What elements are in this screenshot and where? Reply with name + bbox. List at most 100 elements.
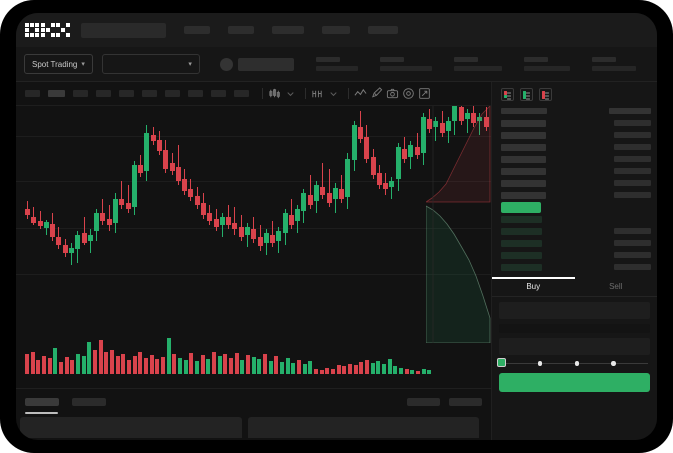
slider-step-50[interactable] bbox=[574, 361, 579, 366]
order-amount-slider[interactable] bbox=[492, 355, 657, 367]
volume-bar bbox=[410, 370, 415, 374]
timeframe-chip-9[interactable] bbox=[234, 90, 249, 97]
toolbar-divider bbox=[262, 88, 263, 99]
candle-body bbox=[62, 245, 68, 253]
volume-bar bbox=[331, 369, 335, 374]
candle-body bbox=[144, 133, 150, 171]
timeframe-chip-1[interactable] bbox=[48, 90, 65, 97]
volume-bar bbox=[70, 360, 75, 374]
candle-wick bbox=[121, 181, 123, 209]
timeframe-chip-2[interactable] bbox=[73, 90, 88, 97]
slider-step-75[interactable] bbox=[611, 361, 616, 366]
orderbook-ask-row[interactable] bbox=[492, 141, 657, 153]
search-input[interactable] bbox=[81, 22, 166, 38]
timeframe-chip-8[interactable] bbox=[211, 90, 226, 97]
volume-bar bbox=[416, 371, 420, 374]
volume-bar bbox=[161, 357, 165, 374]
candle-body bbox=[332, 188, 338, 199]
okx-logo[interactable] bbox=[25, 23, 70, 37]
order-total-input[interactable] bbox=[499, 338, 650, 355]
order-amount-input[interactable] bbox=[499, 324, 650, 333]
slider-track[interactable] bbox=[497, 358, 648, 367]
orderbook-amount-bar bbox=[501, 215, 542, 223]
volume-bar bbox=[217, 356, 222, 374]
timeframe-chip-4[interactable] bbox=[119, 90, 134, 97]
candle-body bbox=[200, 203, 206, 215]
nav-markets[interactable] bbox=[228, 26, 254, 34]
timeframe-selector bbox=[25, 90, 257, 97]
orderbook-ask-row[interactable] bbox=[492, 177, 657, 189]
candle-body bbox=[94, 213, 100, 231]
orders-action-1[interactable] bbox=[449, 398, 482, 406]
candle-body bbox=[295, 209, 301, 221]
orderbook-ask-row[interactable] bbox=[492, 165, 657, 177]
slider-step-25[interactable] bbox=[537, 361, 543, 366]
trading-pair-select[interactable]: ▾ bbox=[101, 54, 200, 74]
timeframe-chip-3[interactable] bbox=[96, 90, 111, 97]
orderbook-view-both-icon[interactable] bbox=[501, 88, 514, 101]
snapshot-camera-icon[interactable] bbox=[386, 87, 399, 100]
candle-body bbox=[483, 117, 489, 127]
orderbook-ask-row[interactable] bbox=[492, 117, 657, 129]
ticker-stat-label bbox=[379, 57, 404, 62]
indicators-icon[interactable] bbox=[311, 87, 324, 100]
nav-more[interactable] bbox=[368, 26, 398, 34]
volume-bar bbox=[178, 358, 182, 374]
volume-bar bbox=[240, 360, 245, 374]
nav-trade[interactable] bbox=[272, 26, 304, 34]
orders-action-0[interactable] bbox=[407, 398, 440, 406]
order-price-input[interactable] bbox=[499, 302, 650, 319]
timeframe-chip-7[interactable] bbox=[188, 90, 203, 97]
volume-bar bbox=[427, 370, 432, 374]
fullscreen-icon[interactable] bbox=[418, 87, 431, 100]
indicators-chevron-icon[interactable] bbox=[327, 87, 340, 100]
spot-trading-dropdown[interactable]: Spot Trading ▾ bbox=[24, 54, 93, 74]
volume-bar bbox=[138, 352, 143, 374]
drawing-tools-icon[interactable] bbox=[370, 87, 383, 100]
tab-sell[interactable]: Sell bbox=[609, 282, 623, 291]
orderbook-bid-row[interactable] bbox=[492, 261, 657, 273]
candle-wick bbox=[102, 199, 104, 225]
volume-bar bbox=[348, 364, 352, 374]
slider-handle[interactable] bbox=[497, 358, 506, 367]
chart-settings-gear-icon[interactable] bbox=[402, 87, 415, 100]
orderbook-bid-row[interactable] bbox=[492, 225, 657, 237]
tab-buy[interactable]: Buy bbox=[492, 277, 575, 296]
timeframe-chip-6[interactable] bbox=[165, 90, 180, 97]
candlestick-chart[interactable] bbox=[16, 106, 491, 306]
volume-bar bbox=[59, 362, 63, 374]
candle-wick bbox=[33, 207, 35, 225]
timeframe-chip-0[interactable] bbox=[25, 90, 40, 97]
nav-earn[interactable] bbox=[322, 26, 350, 34]
gridline-0 bbox=[16, 136, 491, 137]
orderbook-amount-bar bbox=[501, 119, 546, 127]
orderbook-bid-row[interactable] bbox=[492, 249, 657, 261]
orderbook-view-asks-icon[interactable] bbox=[539, 88, 552, 101]
chart-type-chevron-icon[interactable] bbox=[284, 87, 297, 100]
orders-tab-0[interactable] bbox=[25, 398, 59, 414]
orderbook-ask-row[interactable] bbox=[492, 153, 657, 165]
orderbook-last-price-row[interactable] bbox=[492, 201, 657, 213]
orderbook-bid-row[interactable] bbox=[492, 213, 657, 225]
candle-body bbox=[156, 140, 162, 151]
positions-panel[interactable] bbox=[248, 417, 479, 438]
orders-tab-1[interactable] bbox=[72, 398, 106, 406]
order-history-panel[interactable] bbox=[20, 417, 242, 438]
line-chart-icon[interactable] bbox=[354, 87, 367, 100]
orderbook-ask-row[interactable] bbox=[492, 129, 657, 141]
orderbook-amount-bar bbox=[501, 155, 546, 163]
volume-bar bbox=[81, 356, 86, 374]
ticker-stat bbox=[315, 57, 358, 71]
candle-body bbox=[307, 195, 313, 205]
orderbook-bid-row[interactable] bbox=[492, 237, 657, 249]
candle-body bbox=[238, 227, 244, 237]
orderbook-ask-row[interactable] bbox=[492, 189, 657, 201]
orderbook-view-bids-icon[interactable] bbox=[520, 88, 533, 101]
orderbook-price bbox=[614, 120, 651, 126]
candle-body bbox=[408, 145, 414, 157]
candlestick-chart-icon[interactable] bbox=[268, 87, 281, 100]
place-buy-order-button[interactable] bbox=[499, 373, 650, 392]
candle-body bbox=[427, 119, 433, 129]
nav-buy-crypto[interactable] bbox=[184, 26, 210, 34]
timeframe-chip-5[interactable] bbox=[142, 90, 157, 97]
